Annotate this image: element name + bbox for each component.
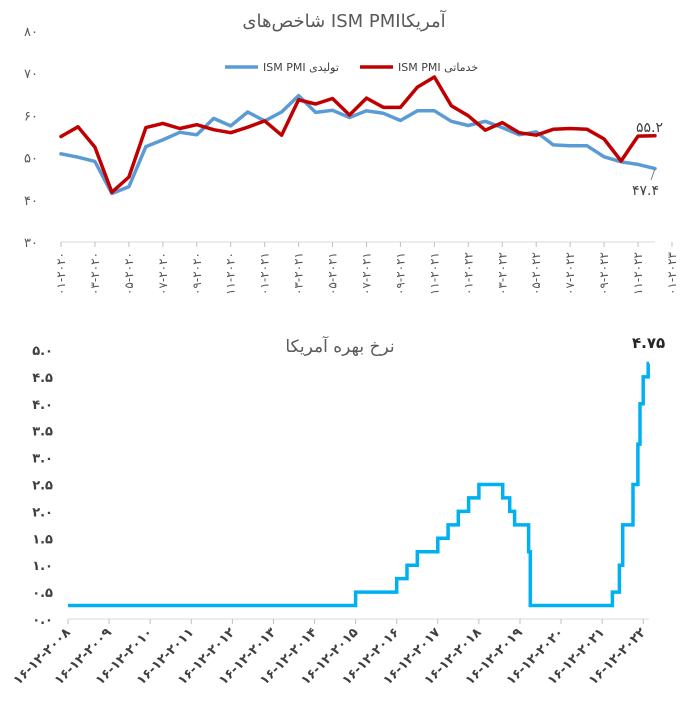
- pmi-y-tick-label: ۷۰: [24, 67, 38, 82]
- pmi-x-tick-label: ۰۳-۲۰۲۰: [88, 252, 102, 295]
- rate-y-tick-label: ۴.۰: [32, 398, 53, 413]
- pmi-x-tick-label: ۰۳-۲۰۲۲: [495, 252, 509, 295]
- pmi-x-tick-label: ۰۵-۲۰۲۱: [326, 252, 340, 295]
- pmi-x-tick-label: ۰۷-۲۰۲۱: [359, 252, 373, 295]
- pmi-x-tick-label: ۰۹-۲۰۲۲: [597, 252, 611, 295]
- manufacturing-last-value-label: ۴۷.۴: [632, 183, 659, 199]
- pmi-x-tick-label: ۰۷-۲۰۲۰: [156, 252, 170, 295]
- rate-last-value-label: ۴.۷۵: [632, 334, 665, 352]
- pmi-x-tick-label: ۰۱-۲۰۲۳: [665, 251, 679, 295]
- rate-y-tick-label: ۳.۵: [32, 425, 53, 440]
- rate-chart-title: نرخ بهره آمریکا: [285, 335, 394, 357]
- pmi-x-tick-label: ۰۵-۲۰۲۰: [122, 252, 136, 295]
- pmi-y-tick-label: ۳۰: [24, 236, 38, 251]
- rate-y-tick-label: ۰.۰: [32, 613, 53, 628]
- manufacturing-callout-leader: [650, 168, 656, 181]
- pmi-y-tick-label: ۶۰: [24, 109, 38, 124]
- pmi-y-tick-label: ۴۰: [24, 194, 38, 209]
- pmi-x-tick-label: ۰۱-۲۰۲۰: [54, 252, 68, 295]
- pmi-x-tick-label: ۰۹-۲۰۲۰: [190, 252, 204, 295]
- pmi-legend: ISM PMI تولیدی ISM PMI خدماتی: [225, 61, 478, 74]
- pmi-x-tick-label: ۱۱-۲۰۲۲: [631, 252, 645, 295]
- rate-y-tick-label: ۵.۰: [32, 344, 53, 359]
- rate-y-tick-label: ۴.۵: [32, 371, 53, 386]
- pmi-y-tick-label: ۸۰: [24, 25, 38, 40]
- pmi-x-tick-label: ۰۱-۲۰۲۲: [461, 252, 475, 295]
- rate-y-tick-label: ۱.۰: [32, 559, 53, 574]
- services-last-value-label: ۵۵.۲: [636, 120, 663, 136]
- pmi-x-tick-label: ۰۱-۲۰۲۱: [258, 252, 272, 295]
- pmi-x-tick-label: ۱۱-۲۰۲۰: [224, 252, 238, 295]
- legend-label-services: ISM PMI خدماتی: [398, 61, 478, 74]
- pmi-x-tick-label: ۱۱-۲۰۲۱: [427, 252, 441, 295]
- services-pmi-line: [59, 75, 657, 194]
- pmi-x-tick-label: ۰۵-۲۰۲۲: [529, 252, 543, 295]
- pmi-x-tick-label: ۰۳-۲۰۲۱: [292, 252, 306, 295]
- pmi-y-tick-label: ۵۰: [24, 152, 38, 167]
- pmi-x-tick-label: ۰۷-۲۰۲۲: [563, 252, 577, 295]
- manufacturing-pmi-line: [59, 93, 657, 196]
- pmi-chart-title: شاخص‌های ISM PMIآمریکا: [242, 9, 446, 32]
- rate-y-tick-label: ۲.۵: [32, 479, 53, 494]
- rate-y-tick-label: ۰.۵: [32, 586, 53, 601]
- legend-label-manufacturing: ISM PMI تولیدی: [263, 61, 339, 74]
- rate-y-tick-label: ۱.۵: [32, 532, 53, 547]
- rate-y-tick-label: ۲.۰: [32, 505, 53, 520]
- rate-y-tick-label: ۳.۰: [32, 452, 53, 467]
- pmi-x-tick-label: ۰۹-۲۰۲۱: [393, 252, 407, 295]
- interest-rate-step-line: [68, 361, 650, 608]
